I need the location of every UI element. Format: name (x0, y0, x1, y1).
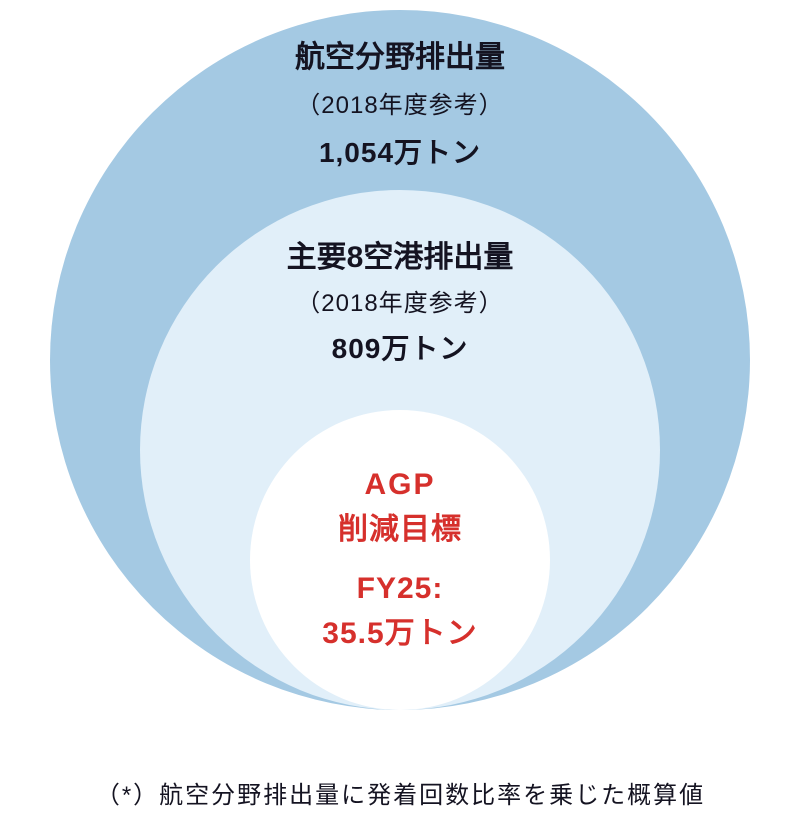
nested-circle-diagram: 航空分野排出量 （2018年度参考） 1,054万トン 主要8空港排出量 （20… (0, 0, 801, 740)
inner-text-block: AGP 削減目標 FY25: 35.5万トン (322, 468, 477, 652)
middle-subtitle: （2018年度参考） (140, 286, 660, 322)
inner-line1: AGP (322, 468, 477, 502)
inner-line4: 35.5万トン (322, 608, 477, 652)
outer-value: 1,054万トン (50, 132, 750, 174)
middle-value: 809万トン (140, 328, 660, 370)
outer-title: 航空分野排出量 (50, 35, 750, 80)
footnote: （*）航空分野排出量に発着回数比率を乗じた概算値 (0, 775, 801, 810)
inner-line3: FY25: (322, 572, 477, 606)
inner-circle: AGP 削減目標 FY25: 35.5万トン (250, 410, 550, 710)
middle-text-block: 主要8空港排出量 （2018年度参考） 809万トン (140, 235, 660, 370)
outer-subtitle: （2018年度参考） (50, 88, 750, 124)
middle-title: 主要8空港排出量 (140, 235, 660, 280)
outer-text-block: 航空分野排出量 （2018年度参考） 1,054万トン (50, 35, 750, 174)
inner-line2: 削減目標 (322, 504, 477, 548)
